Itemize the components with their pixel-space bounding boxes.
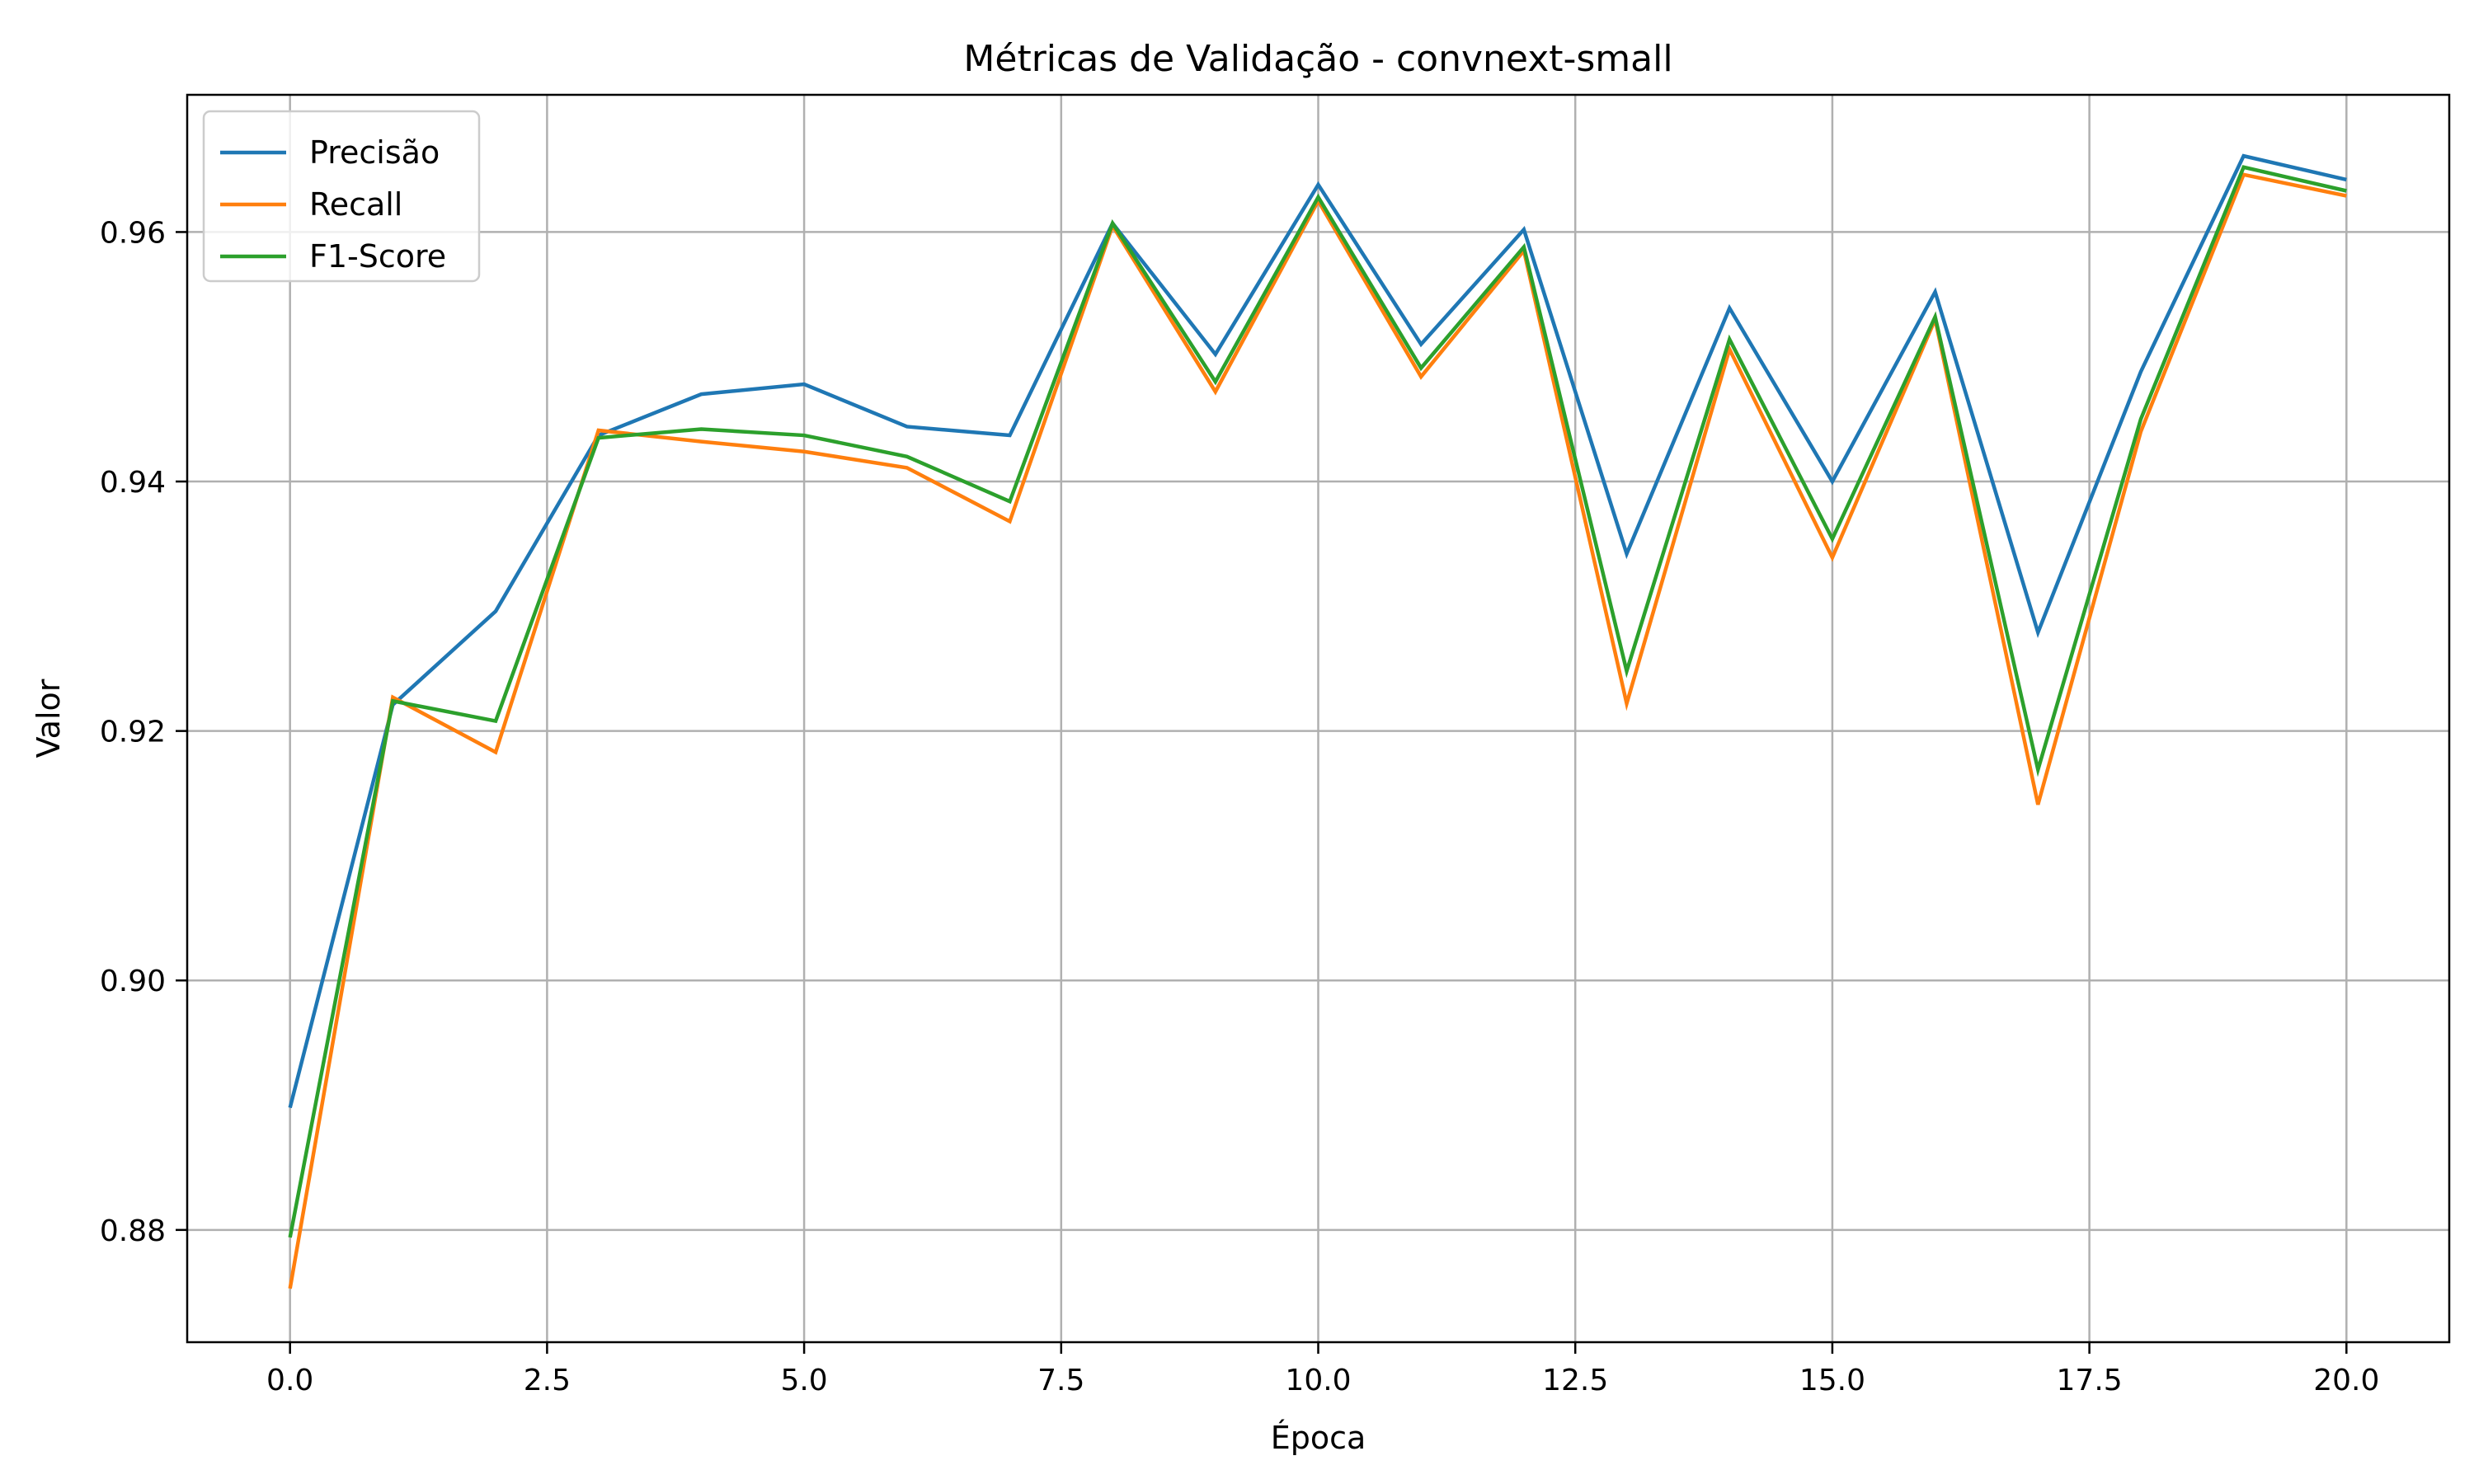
- y-axis-label: Valor: [31, 679, 67, 758]
- legend-label: F1-Score: [309, 238, 446, 275]
- x-tick-label: 10.0: [1285, 1364, 1351, 1397]
- x-tick-label: 2.5: [524, 1364, 571, 1397]
- y-tick-label: 0.94: [100, 466, 166, 500]
- x-axis-label: Época: [1271, 1420, 1366, 1456]
- y-axis-ticks: 0.88 0.90 0.92 0.94 0.96: [100, 216, 187, 1248]
- y-tick-label: 0.92: [100, 716, 166, 749]
- grid-lines: [187, 95, 2449, 1342]
- x-tick-label: 0.0: [266, 1364, 313, 1397]
- chart-title: Métricas de Validação - convnext-small: [963, 38, 1672, 80]
- x-axis-ticks: 0.0 2.5 5.0 7.5 10.0 12.5 15.0 17.5 20.0: [266, 1342, 2379, 1397]
- x-tick-label: 5.0: [780, 1364, 827, 1397]
- x-tick-label: 17.5: [2057, 1364, 2123, 1397]
- series-line-1: [288, 153, 2347, 1109]
- x-tick-label: 20.0: [2313, 1364, 2379, 1397]
- legend: Precisão Recall F1-Score: [202, 110, 481, 283]
- legend-label: Precisão: [309, 134, 440, 171]
- legend-label: Recall: [309, 186, 402, 223]
- series-lines: [288, 153, 2347, 1289]
- x-tick-label: 15.0: [1799, 1364, 1865, 1397]
- series-line-3: [288, 165, 2347, 1238]
- x-tick-label: 7.5: [1037, 1364, 1084, 1397]
- y-tick-label: 0.88: [100, 1214, 166, 1248]
- y-tick-label: 0.96: [100, 216, 166, 250]
- x-tick-label: 12.5: [1542, 1364, 1608, 1397]
- y-tick-label: 0.90: [100, 965, 166, 998]
